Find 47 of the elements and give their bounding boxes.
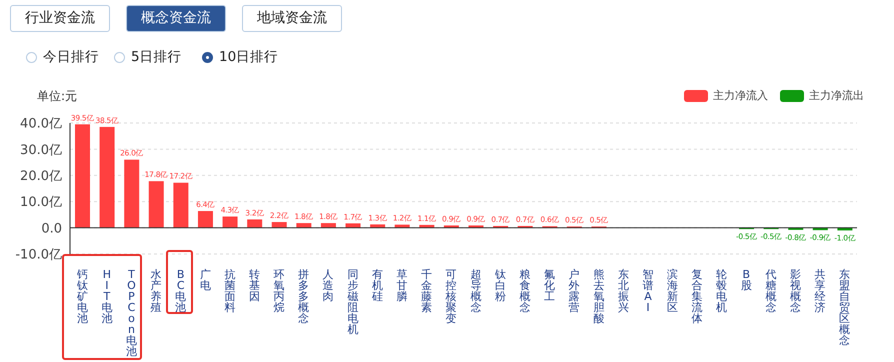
x-tick-label: BC电池 [175,268,186,314]
x-tick-label: 转基因 [248,268,260,303]
x-tick-label: 户外露营 [568,268,580,314]
x-tick-label: B股 [740,268,752,292]
x-tick-label: 代糖概念 [764,268,776,314]
x-tick-label: 广电 [200,268,211,292]
x-tick-label: 轮毂电机 [716,268,728,314]
x-tick-label: 草甘膦 [396,268,408,303]
y-tick-label: 40.0亿 [20,116,62,132]
x-tick-label: 复合集流体 [692,268,703,325]
x-tick-label: 钛白粉 [494,268,506,303]
y-tick-label: 0.0 [41,221,62,236]
y-tick-label: 10.0亿 [20,195,62,210]
x-tick-label: 粮食概念 [519,268,530,314]
x-tick-label: 拼多多概念 [298,268,310,325]
tab-button: 行业资金流 [10,5,110,32]
legend-label: 主力净流出 [809,88,864,103]
x-tick-label: 氟化工 [544,268,556,303]
x-tick-label: 有机硅 [370,268,383,303]
x-tick-label: 熊去氧胆酸 [593,268,604,325]
tab-button: 概念资金流 [126,5,226,32]
y-tick-label: -10.0亿 [15,248,62,263]
x-tick-label: 人造肉 [322,268,334,303]
y-tick-label: 30.0亿 [20,142,62,158]
tab-button: 地域资金流 [242,5,342,32]
x-tick-label: 水产养殖 [150,268,162,314]
x-tick-label: 东盟自贸区概念 [839,268,850,347]
x-tick-label: 影视概念 [790,268,802,314]
text: 5日排行 [131,48,182,66]
x-tick-label: 抗菌面料 [224,268,236,314]
x-tick-label: 超导概念 [470,268,482,314]
x-tick-label: TOPCon电池 [126,268,137,358]
y-axis-title: 单位:元 [37,88,78,105]
x-tick-label: 可控核聚变 [444,268,457,325]
legend-label: 主力净流入 [713,88,768,103]
x-tick-label: HIT电池 [101,268,112,325]
x-tick-label: 共享经济 [814,268,826,314]
x-tick-label: 智谱AI [642,268,654,314]
x-tick-label: 钙钛矿电池 [76,268,88,325]
x-tick-label: 环氧丙烷 [274,268,285,314]
text: 10日排行 [219,48,278,66]
x-tick-label: 滨海新区 [667,268,678,314]
y-tick-label: 20.0亿 [20,169,62,184]
x-tick-label: 东北振兴 [618,268,629,314]
x-tick-label: 同步磁阻电机 [346,268,358,336]
text: 今日排行 [43,48,99,66]
x-tick-label: 千金藤素 [421,268,432,314]
